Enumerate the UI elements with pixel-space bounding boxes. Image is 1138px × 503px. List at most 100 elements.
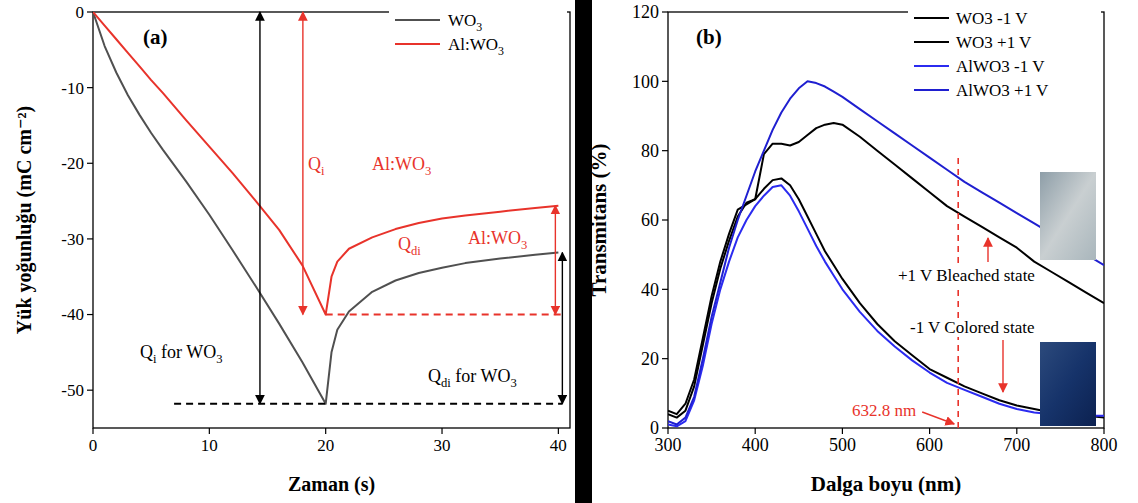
x-tick-label: 40 xyxy=(550,436,567,455)
x-tick xyxy=(92,428,93,434)
x-tick-label: 0 xyxy=(89,436,98,455)
level-line xyxy=(174,403,562,405)
text-part: -1 V Colored state xyxy=(910,318,1035,337)
y-tick xyxy=(662,358,668,359)
figure: 010203040-50-40-30-20-100Zaman (s)Yük yo… xyxy=(0,0,1138,503)
x-tick-label: 10 xyxy=(201,436,218,455)
y-tick-label: -20 xyxy=(61,154,84,173)
x-tick xyxy=(1016,428,1017,434)
annotations: QiAl:WO3QdiAl:WO3Qi for WO3Qdi for WO3 xyxy=(140,12,562,404)
annotation: Qdi for WO3 xyxy=(428,366,517,390)
legend-background xyxy=(908,6,1101,106)
charge-arrow xyxy=(555,206,556,315)
panel-title: (a) xyxy=(143,25,168,49)
legend-label: WO3 +1 V xyxy=(956,33,1032,52)
x-tick-label: 600 xyxy=(916,435,943,455)
y-tick xyxy=(662,81,668,82)
text-part: AlWO3 -1 V xyxy=(956,57,1045,76)
y-tick-label: -40 xyxy=(61,305,84,324)
annotation-group: 632.8 nm xyxy=(850,401,918,420)
y-axis-title: Transmitans (%) xyxy=(587,143,611,296)
text-part: 3 xyxy=(216,352,222,366)
legend-swatch xyxy=(914,89,949,91)
text-part: Q xyxy=(140,342,153,362)
annotation: Qdi xyxy=(398,234,421,258)
text-part: Q xyxy=(308,154,321,174)
text-part: 3 xyxy=(521,238,527,252)
y-tick-label: -50 xyxy=(61,381,84,400)
y-tick xyxy=(87,87,93,88)
charge-arrow xyxy=(302,12,303,315)
legend-swatch xyxy=(395,43,440,45)
annotation: 632.8 nm xyxy=(852,401,916,420)
reference-line xyxy=(957,153,959,428)
reference-group xyxy=(958,153,959,428)
series-group xyxy=(93,12,558,404)
text-part: 3 xyxy=(476,20,482,34)
x-axis-title: Dalga boyu (nm) xyxy=(811,472,962,496)
text-part: 632.8 nm xyxy=(852,401,916,420)
legend-swatch xyxy=(914,41,949,43)
x-tick-label: 30 xyxy=(434,436,451,455)
y-tick xyxy=(87,390,93,391)
text-part: 3 xyxy=(498,44,504,58)
series-group xyxy=(668,81,1104,426)
annotation-background xyxy=(908,318,1037,337)
x-tick-label: 700 xyxy=(1003,435,1030,455)
y-tick-label: 20 xyxy=(641,349,659,369)
x-tick xyxy=(929,428,930,434)
level-line xyxy=(326,314,563,316)
panel: 010203040-50-40-30-20-100Zaman (s)Yük yo… xyxy=(13,3,570,496)
y-tick xyxy=(662,11,668,12)
y-tick-label: 40 xyxy=(641,280,659,300)
legend: WO3 -1 V WO3 +1 V AlWO3 -1 V AlWO3 +1 V xyxy=(908,6,1101,106)
text-part: Q xyxy=(428,366,441,386)
text-part: Al:WO xyxy=(372,154,425,174)
text-part: WO xyxy=(448,11,476,30)
y-tick-label: 80 xyxy=(641,141,659,161)
y-tick-label: 100 xyxy=(632,72,659,92)
y-tick xyxy=(662,427,668,428)
x-tick-label: 500 xyxy=(829,435,856,455)
x-tick-label: 800 xyxy=(1091,435,1118,455)
text-part: WO3 +1 V xyxy=(956,33,1032,52)
legend-background xyxy=(389,8,567,60)
text-part: +1 V Bleached state xyxy=(898,266,1035,285)
legend-swatch xyxy=(914,65,949,67)
y-tick xyxy=(662,150,668,151)
text-part: for WO xyxy=(157,342,217,362)
y-tick xyxy=(87,314,93,315)
panel: 300400500600700800020406080100120Dalga b… xyxy=(587,2,1118,496)
annotations: 632.8 nm +1 V Bleached state -1 V Colored … xyxy=(850,153,1096,428)
annotation-background xyxy=(896,266,1037,285)
y-tick xyxy=(662,289,668,290)
annotation-background xyxy=(850,401,918,420)
x-tick xyxy=(209,428,210,434)
text-part: Q xyxy=(398,234,411,254)
y-tick-label: -30 xyxy=(61,230,84,249)
y-tick-label: 60 xyxy=(641,210,659,230)
x-tick xyxy=(667,428,668,434)
y-tick xyxy=(87,163,93,164)
panel-title: (b) xyxy=(696,25,722,49)
inset-photo xyxy=(1040,172,1096,260)
legend-label: Al:WO3 xyxy=(448,35,504,58)
text-part: i xyxy=(321,164,325,178)
x-axis-title: Zaman (s) xyxy=(288,473,375,496)
series-line xyxy=(668,81,1104,424)
series-line xyxy=(668,185,1104,426)
annotation: Qi for WO3 xyxy=(140,342,222,366)
inset-photo xyxy=(1040,342,1096,426)
charge-arrow xyxy=(259,12,260,404)
text-part: WO3 -1 V xyxy=(956,9,1028,28)
series-line xyxy=(668,123,1104,414)
legend-label: AlWO3 -1 V xyxy=(956,57,1045,76)
text-part: 3 xyxy=(510,376,516,390)
legend-swatch xyxy=(914,17,949,19)
legend-label: WO3 xyxy=(448,11,482,34)
annotation: Al:WO3 xyxy=(372,154,431,178)
y-tick xyxy=(87,238,93,239)
series-line xyxy=(668,178,1104,417)
x-tick xyxy=(441,428,442,434)
text-part: AlWO3 +1 V xyxy=(956,81,1049,100)
